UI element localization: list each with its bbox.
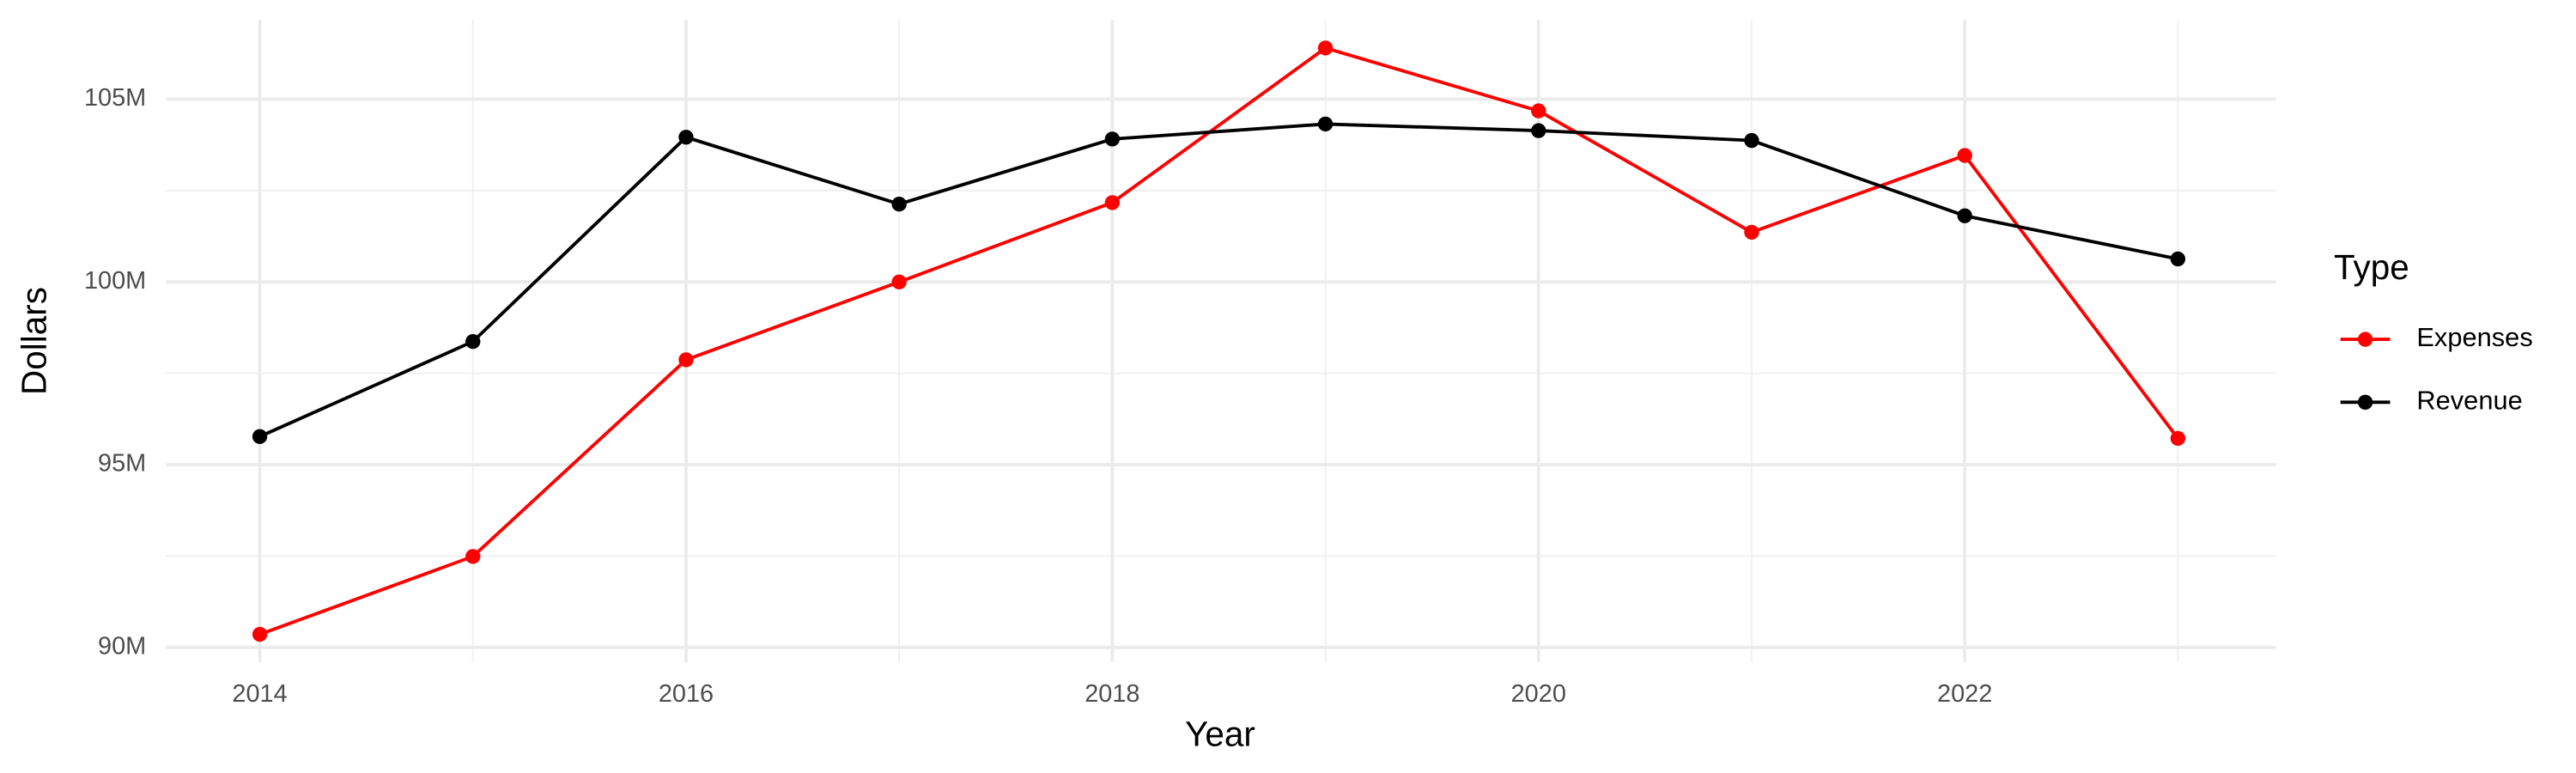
x-tick-label: 2016 [659,680,714,708]
legend-key-point [2357,332,2373,347]
data-point [678,130,694,145]
data-point [1104,131,1121,147]
legend-title: Type [2334,247,2409,287]
data-point [2170,251,2186,267]
data-point [1104,195,1121,210]
legend-label: Expenses [2416,322,2532,352]
data-point [1531,123,1546,138]
legend-key-point [2357,394,2373,410]
data-point [1744,224,1759,240]
legend-label: Revenue [2416,385,2522,415]
y-tick-label: 100M [84,267,146,295]
data-point [1957,148,1972,163]
data-point [2170,430,2186,447]
data-point [1317,40,1334,56]
series-line [258,122,2178,439]
x-axis-title: Year [1185,714,1255,753]
data-point [1957,208,1972,223]
data-point [891,196,907,212]
y-tick-label: 105M [84,84,146,112]
y-tick-label: 95M [98,450,146,478]
data-point [1744,132,1759,149]
x-tick-label: 2020 [1511,680,1566,708]
y-axis-title: Dollars [15,287,54,395]
x-tick-label: 2022 [1937,680,1992,708]
x-tick-label: 2018 [1084,680,1139,708]
data-point [891,274,907,289]
data-point [252,626,268,642]
y-tick-label: 90M [98,632,146,660]
data-point [252,429,268,444]
data-point [465,549,481,564]
x-tick-label: 2014 [232,680,287,708]
data-point [1317,116,1334,132]
data-point [465,333,481,350]
series-line [258,46,2179,636]
data-point [1531,103,1546,119]
data-point [678,352,694,368]
